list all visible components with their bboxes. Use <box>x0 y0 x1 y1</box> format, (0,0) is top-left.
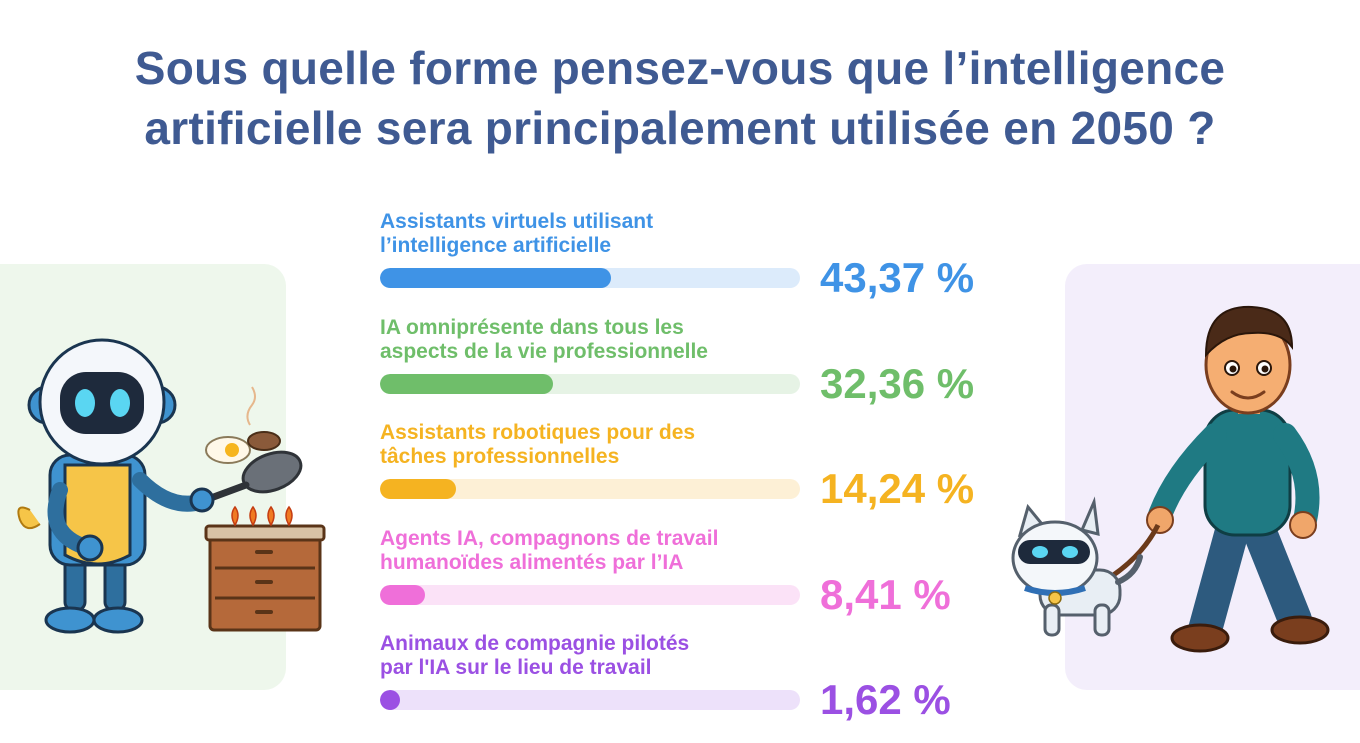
man-walking-robot-dog-illustration <box>1011 305 1330 653</box>
bar-value-1: 43,37 % <box>820 254 975 301</box>
bar-track-1 <box>380 268 800 288</box>
bar-label-1-line-1: Assistants virtuels utilisant <box>380 210 654 233</box>
title-line-2: artificielle sera principalement utilisé… <box>144 102 1216 154</box>
bar-track-5 <box>380 690 800 710</box>
bar-label-3-line-1: Assistants robotiques pour des <box>380 421 696 444</box>
bar-track-4 <box>380 584 800 605</box>
bar-label-5: Animaux de compagnie pilotés par l'IA sur… <box>380 632 820 680</box>
bar-value-5: 1,62 % <box>820 676 951 723</box>
page-title: Sous quelle forme pensez-vous que l’inte… <box>0 38 1360 158</box>
bar-fill-3 <box>380 479 456 499</box>
robot-cooking-illustration <box>17 338 326 634</box>
bar-track-2 <box>380 373 800 394</box>
bar-label-1-line-2: l’intelligence artificielle <box>380 234 612 257</box>
bar-track-3 <box>380 479 800 499</box>
bar-fill-5 <box>380 690 400 710</box>
bar-label-4-line-1: Agents IA, compagnons de travail <box>380 526 719 550</box>
title-line-1: Sous quelle forme pensez-vous que l’inte… <box>134 42 1226 94</box>
bar-label-3: Assistants robotiques pour des tâches pro… <box>380 421 820 469</box>
bar-label-5-line-1: Animaux de compagnie pilotés <box>380 632 690 655</box>
bar-value-4: 8,41 % <box>820 570 951 618</box>
bar-label-4-line-2: humanoïdes alimentés par l’IA <box>380 550 684 574</box>
bar-label-1: Assistants virtuels utilisant l’intellige… <box>380 210 820 258</box>
bar-label-2-line-1: IA omniprésente dans tous les <box>380 315 684 339</box>
bar-fill-1 <box>380 268 612 288</box>
bar-value-3: 14,24 % <box>820 465 975 512</box>
bar-fill-4 <box>380 584 425 605</box>
bar-value-2: 32,36 % <box>820 359 975 407</box>
bar-label-5-line-2: par l'IA sur le lieu de travail <box>380 656 652 679</box>
bar-fill-2 <box>380 373 553 394</box>
bar-label-2-line-2: aspects de la vie professionnelle <box>380 339 708 363</box>
bar-label-3-line-2: tâches professionnelles <box>380 445 620 468</box>
bar-label-2: IA omniprésente dans tous les aspects de … <box>380 316 820 364</box>
bar-label-4: Agents IA, compagnons de travail humanoïd… <box>380 527 820 575</box>
